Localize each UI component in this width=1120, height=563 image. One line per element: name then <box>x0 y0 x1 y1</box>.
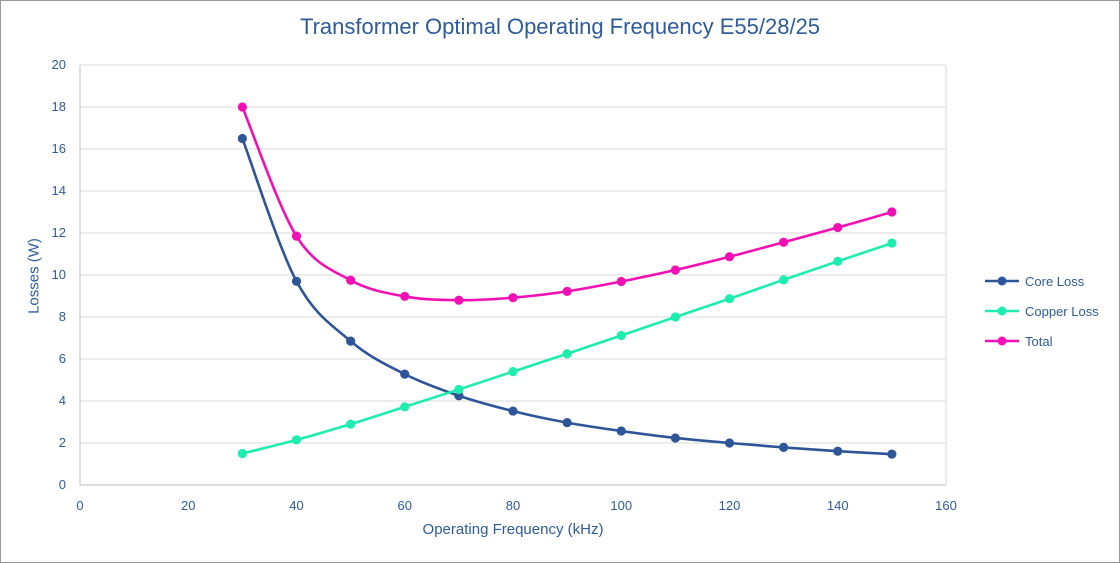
x-axis-title: Operating Frequency (kHz) <box>422 521 604 538</box>
y-tick-label: 18 <box>52 99 66 114</box>
legend-swatch-total <box>985 336 1019 346</box>
data-point-total <box>237 102 247 112</box>
x-tick-label: 140 <box>827 498 849 513</box>
legend-swatch-copper-loss <box>985 306 1019 316</box>
data-point-copper-loss <box>833 256 843 266</box>
data-point-copper-loss <box>724 294 735 304</box>
legend-item-core-loss: Core Loss <box>985 266 1099 296</box>
legend-label-total: Total <box>1025 333 1053 349</box>
y-tick-label: 0 <box>59 477 66 492</box>
x-tick-label: 120 <box>719 498 741 513</box>
y-tick-label: 16 <box>52 141 66 156</box>
data-point-copper-loss <box>237 448 247 459</box>
legend-label-core-loss: Core Loss <box>1025 273 1085 289</box>
y-tick-label: 10 <box>52 267 66 282</box>
y-tick-label: 6 <box>59 351 66 366</box>
data-point-copper-loss <box>454 384 464 395</box>
data-point-core-loss <box>833 446 843 456</box>
legend-item-total: Total <box>985 326 1099 356</box>
data-point-core-loss <box>454 391 464 401</box>
data-point-copper-loss <box>670 312 680 322</box>
data-point-copper-loss <box>887 238 897 248</box>
data-point-core-loss <box>724 438 735 448</box>
data-point-total <box>616 276 626 287</box>
y-axis-title: Losses (W) <box>25 238 43 314</box>
data-point-copper-loss <box>291 435 302 445</box>
x-tick-label: 40 <box>289 498 303 513</box>
data-point-copper-loss <box>400 402 410 412</box>
y-tick-label: 4 <box>59 393 66 408</box>
data-point-copper-loss <box>508 367 518 377</box>
data-point-copper-loss <box>616 330 626 341</box>
data-point-total <box>291 231 302 241</box>
x-tick-label: 20 <box>181 498 195 513</box>
data-point-total <box>887 207 897 217</box>
y-tick-label: 8 <box>59 309 66 324</box>
legend: Core Loss Copper Loss Total <box>985 266 1099 356</box>
data-point-core-loss <box>616 426 626 436</box>
data-point-copper-loss <box>779 275 789 285</box>
y-tick-label: 12 <box>52 225 66 240</box>
data-point-core-loss <box>670 433 680 443</box>
data-point-core-loss <box>508 406 518 416</box>
data-point-total <box>508 293 518 303</box>
data-point-total <box>400 291 410 302</box>
y-tick-label: 14 <box>52 183 66 198</box>
legend-swatch-core-loss <box>985 276 1019 286</box>
series-line-core-loss <box>241 138 892 456</box>
data-point-core-loss <box>562 418 572 428</box>
data-point-total <box>779 237 789 247</box>
data-point-core-loss <box>237 133 247 144</box>
legend-label-copper-loss: Copper Loss <box>1025 303 1099 319</box>
x-tick-label: 60 <box>398 498 412 513</box>
y-tick-label: 2 <box>59 435 66 450</box>
data-point-total <box>724 252 735 262</box>
data-point-core-loss <box>400 369 410 379</box>
x-tick-label: 160 <box>935 498 957 513</box>
data-point-copper-loss <box>562 349 572 359</box>
chart-title: Transformer Optimal Operating Frequency … <box>299 14 821 39</box>
data-point-core-loss <box>291 276 302 286</box>
x-tick-label: 100 <box>610 498 632 513</box>
legend-item-copper-loss: Copper Loss <box>985 296 1099 326</box>
data-point-total <box>454 295 464 305</box>
data-point-total <box>670 265 680 275</box>
data-point-core-loss <box>346 336 356 346</box>
data-point-core-loss <box>887 449 897 459</box>
x-tick-label: 0 <box>76 498 83 513</box>
series-line-total <box>241 106 893 302</box>
data-point-core-loss <box>779 442 789 453</box>
y-tick-label: 20 <box>52 57 66 72</box>
data-point-total <box>833 222 843 233</box>
data-point-copper-loss <box>346 419 356 429</box>
data-point-total <box>562 286 572 296</box>
x-tick-label: 80 <box>506 498 520 513</box>
data-point-total <box>346 275 356 285</box>
